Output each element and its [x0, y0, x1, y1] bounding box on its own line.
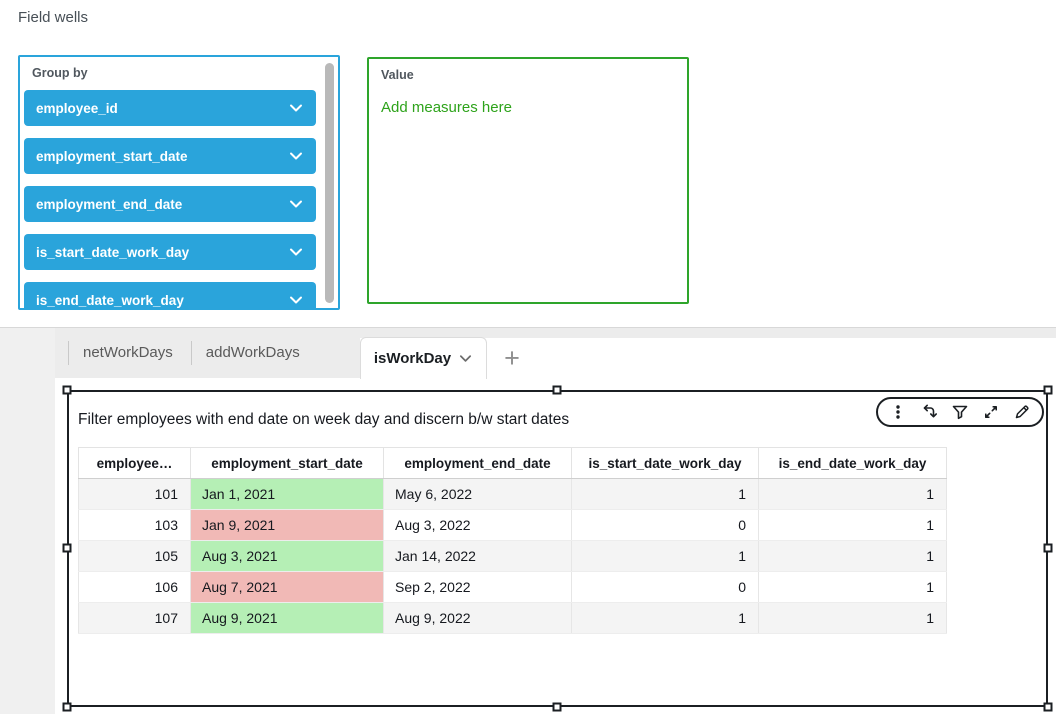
tab-addworkdays[interactable]: addWorkDays [190, 341, 318, 365]
cell-start-date[interactable]: Aug 9, 2021 [190, 602, 384, 634]
col-header-employment-start-date[interactable]: employment_start_date [190, 447, 384, 479]
table-row: 107 Aug 9, 2021 Aug 9, 2022 1 1 [78, 602, 947, 634]
data-table: employee… employment_start_date employme… [78, 447, 947, 634]
field-pill-employment-start-date[interactable]: employment_start_date [24, 138, 316, 174]
col-header-employment-end-date[interactable]: employment_end_date [383, 447, 572, 479]
group-by-pill-list: employee_id employment_start_date employ… [24, 90, 316, 308]
field-pill-label: is_start_date_work_day [36, 244, 190, 260]
col-header-employee-id[interactable]: employee… [78, 447, 191, 479]
chevron-down-icon[interactable] [288, 100, 304, 116]
section-divider [0, 327, 1056, 328]
tab-isworkday-active[interactable]: isWorkDay [360, 337, 487, 379]
tab-label: isWorkDay [373, 350, 452, 367]
tab-bar-band [55, 328, 1056, 338]
field-pill-label: employee_id [36, 100, 118, 116]
field-pill-label: is_end_date_work_day [36, 292, 184, 308]
swap-arrows-icon[interactable] [920, 403, 938, 421]
resize-handle-bottom-center[interactable] [552, 702, 562, 712]
chevron-down-icon[interactable] [288, 148, 304, 164]
cell-is-start-workday[interactable]: 0 [571, 509, 759, 541]
left-gutter [0, 328, 55, 714]
group-by-label: Group by [32, 66, 88, 80]
cell-employee-id[interactable]: 103 [78, 509, 191, 541]
cell-is-end-workday[interactable]: 1 [758, 540, 947, 572]
cell-start-date[interactable]: Aug 7, 2021 [190, 571, 384, 603]
cell-employee-id[interactable]: 106 [78, 571, 191, 603]
table-header-row: employee… employment_start_date employme… [78, 447, 947, 479]
group-by-well: Group by employee_id employment_start_da… [18, 55, 340, 310]
cell-is-start-workday[interactable]: 1 [571, 478, 759, 510]
field-pill-employee-id[interactable]: employee_id [24, 90, 316, 126]
resize-handle-middle-right[interactable] [1043, 543, 1053, 553]
cell-end-date[interactable]: Aug 3, 2022 [383, 509, 572, 541]
chevron-down-icon[interactable] [458, 351, 473, 366]
cell-is-start-workday[interactable]: 1 [571, 602, 759, 634]
sheet-tab-bar: netWorkDays addWorkDays [55, 328, 360, 378]
scrollbar-thumb[interactable] [325, 63, 334, 303]
cell-start-date[interactable]: Jan 9, 2021 [190, 509, 384, 541]
cell-start-date[interactable]: Aug 3, 2021 [190, 540, 384, 572]
cell-end-date[interactable]: Sep 2, 2022 [383, 571, 572, 603]
visual-title: Filter employees with end date on week d… [78, 411, 570, 428]
field-wells-title: Field wells [18, 9, 89, 26]
col-header-is-start-date-work-day[interactable]: is_start_date_work_day [571, 447, 759, 479]
cell-start-date[interactable]: Jan 1, 2021 [190, 478, 384, 510]
tab-networkdays[interactable]: netWorkDays [68, 341, 191, 365]
edit-pencil-icon[interactable] [1013, 403, 1031, 421]
value-well: Value Add measures here [367, 57, 689, 304]
cell-is-end-workday[interactable]: 1 [758, 602, 947, 634]
field-pill-label: employment_start_date [36, 148, 188, 164]
cell-is-end-workday[interactable]: 1 [758, 509, 947, 541]
cell-end-date[interactable]: Jan 14, 2022 [383, 540, 572, 572]
cell-is-start-workday[interactable]: 0 [571, 571, 759, 603]
kebab-menu-icon[interactable] [889, 403, 907, 421]
table-row: 101 Jan 1, 2021 May 6, 2022 1 1 [78, 478, 947, 510]
table-row: 106 Aug 7, 2021 Sep 2, 2022 0 1 [78, 571, 947, 603]
table-row: 103 Jan 9, 2021 Aug 3, 2022 0 1 [78, 509, 947, 541]
cell-employee-id[interactable]: 107 [78, 602, 191, 634]
value-label: Value [381, 68, 414, 82]
chevron-down-icon[interactable] [288, 244, 304, 260]
add-measures-hint: Add measures here [381, 99, 512, 116]
cell-is-end-workday[interactable]: 1 [758, 571, 947, 603]
chevron-down-icon[interactable] [288, 292, 304, 308]
resize-handle-bottom-left[interactable] [62, 702, 72, 712]
cell-end-date[interactable]: May 6, 2022 [383, 478, 572, 510]
resize-handle-bottom-right[interactable] [1043, 702, 1053, 712]
resize-handle-top-center[interactable] [552, 385, 562, 395]
cell-is-end-workday[interactable]: 1 [758, 478, 947, 510]
resize-handle-top-left[interactable] [62, 385, 72, 395]
add-sheet-button[interactable]: + [504, 342, 520, 373]
cell-end-date[interactable]: Aug 9, 2022 [383, 602, 572, 634]
maximize-icon[interactable] [982, 403, 1000, 421]
cell-is-start-workday[interactable]: 1 [571, 540, 759, 572]
cell-employee-id[interactable]: 105 [78, 540, 191, 572]
col-header-is-end-date-work-day[interactable]: is_end_date_work_day [758, 447, 947, 479]
visual-toolbar [876, 397, 1044, 427]
table-row: 105 Aug 3, 2021 Jan 14, 2022 1 1 [78, 540, 947, 572]
table-visual[interactable]: Filter employees with end date on week d… [67, 390, 1048, 707]
resize-handle-middle-left[interactable] [62, 543, 72, 553]
cell-employee-id[interactable]: 101 [78, 478, 191, 510]
filter-funnel-icon[interactable] [951, 403, 969, 421]
resize-handle-top-right[interactable] [1043, 385, 1053, 395]
field-pill-label: employment_end_date [36, 196, 183, 212]
chevron-down-icon[interactable] [288, 196, 304, 212]
field-pill-employment-end-date[interactable]: employment_end_date [24, 186, 316, 222]
field-pill-is-end-date-work-day[interactable]: is_end_date_work_day [24, 282, 316, 308]
field-pill-is-start-date-work-day[interactable]: is_start_date_work_day [24, 234, 316, 270]
scrollbar-track [325, 62, 334, 305]
